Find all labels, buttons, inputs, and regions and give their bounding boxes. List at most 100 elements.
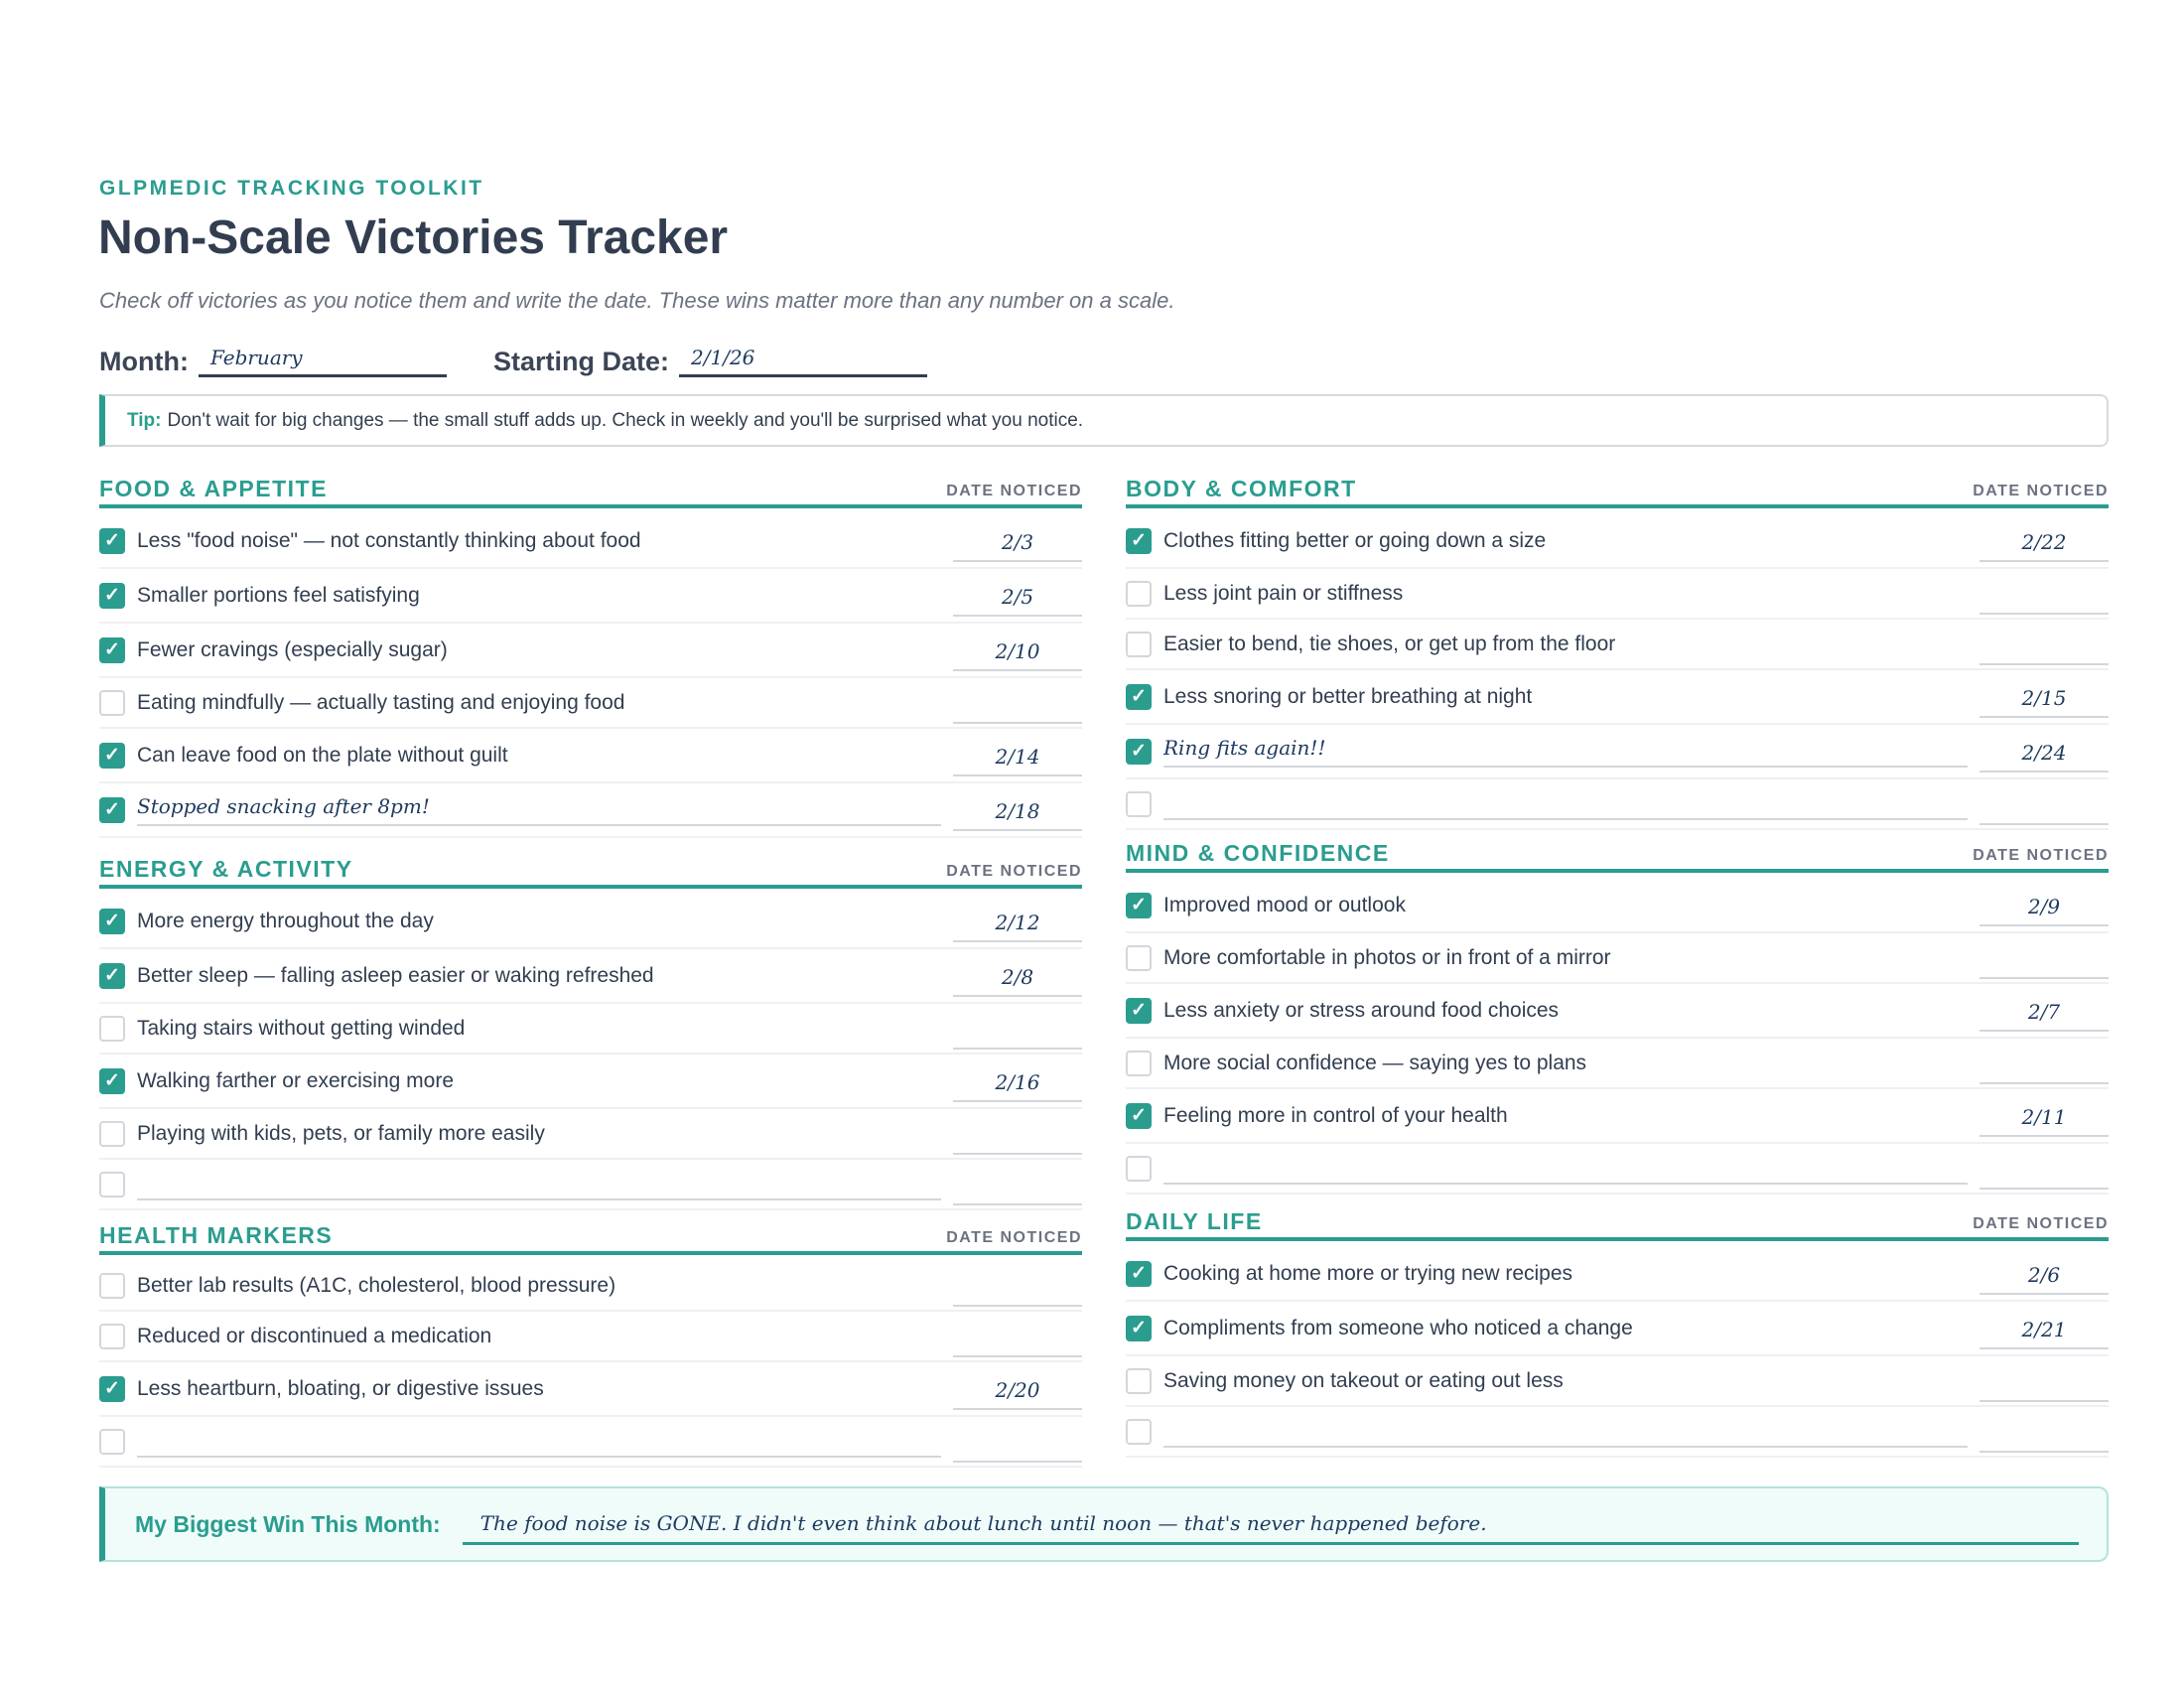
- date-noticed-input[interactable]: 2/3: [953, 530, 1082, 562]
- date-noticed-input[interactable]: [1979, 583, 2109, 615]
- checkbox-unchecked[interactable]: [1126, 1155, 1152, 1182]
- month-input[interactable]: February: [198, 338, 447, 377]
- date-noticed-input[interactable]: [1979, 1370, 2109, 1402]
- list-item: ✓ Less heartburn, bloating, or digestive…: [99, 1362, 1082, 1417]
- checkmark-icon: ✓: [104, 1070, 120, 1091]
- date-noticed-header: DATE NOTICED: [946, 1229, 1082, 1246]
- custom-victory-input[interactable]: Ring fits again!!: [1163, 736, 1968, 768]
- checkbox-checked[interactable]: ✓: [99, 742, 125, 769]
- checkbox-checked[interactable]: ✓: [99, 527, 125, 554]
- date-noticed-input[interactable]: 2/11: [1979, 1105, 2109, 1137]
- checkbox-unchecked[interactable]: [1126, 1367, 1152, 1394]
- checkbox-unchecked[interactable]: [99, 689, 125, 716]
- checkbox-unchecked[interactable]: [99, 1428, 125, 1455]
- tip-label: Tip:: [127, 409, 162, 431]
- custom-victory-input[interactable]: [137, 1169, 941, 1200]
- list-item: ✓ Less anxiety or stress around food cho…: [1126, 984, 2109, 1039]
- section-header: ENERGY & ACTIVITY DATE NOTICED: [99, 847, 1082, 889]
- date-noticed-input[interactable]: [953, 1275, 1082, 1307]
- victory-label: Can leave food on the plate without guil…: [137, 743, 508, 767]
- victory-label: Less joint pain or stiffness: [1163, 581, 1404, 605]
- checkbox-checked[interactable]: ✓: [99, 1067, 125, 1094]
- date-noticed-input[interactable]: 2/18: [953, 799, 1082, 831]
- section-title: HEALTH MARKERS: [99, 1222, 334, 1248]
- checkbox-checked[interactable]: ✓: [1126, 527, 1152, 554]
- biggest-win-input[interactable]: The food noise is GONE. I didn't even th…: [462, 1504, 2079, 1545]
- date-noticed-input[interactable]: 2/24: [1979, 741, 2109, 773]
- date-noticed-input[interactable]: 2/16: [953, 1070, 1082, 1102]
- checkbox-checked[interactable]: ✓: [1126, 1260, 1152, 1287]
- checkbox-checked[interactable]: ✓: [1126, 1102, 1152, 1129]
- list-item: [1126, 779, 2109, 830]
- custom-victory-input[interactable]: [1163, 1153, 1968, 1185]
- section-body-comfort: BODY & COMFORT DATE NOTICED ✓ Clothes fi…: [1126, 467, 2109, 830]
- custom-victory-input[interactable]: Stopped snacking after 8pm!: [137, 794, 941, 826]
- checkbox-checked[interactable]: ✓: [99, 1375, 125, 1402]
- date-noticed-input[interactable]: 2/22: [1979, 530, 2109, 562]
- checkbox-unchecked[interactable]: [1126, 790, 1152, 817]
- date-noticed-input[interactable]: [953, 1431, 1082, 1463]
- date-noticed-input[interactable]: 2/5: [953, 585, 1082, 617]
- list-item: ✓ Fewer cravings (especially sugar) 2/10: [99, 624, 1082, 678]
- victory-label: Less "food noise" — not constantly think…: [137, 528, 641, 552]
- date-noticed-input[interactable]: [953, 1018, 1082, 1050]
- start-date-input[interactable]: 2/1/26: [679, 338, 928, 377]
- checkbox-unchecked[interactable]: [99, 1015, 125, 1042]
- checkbox-checked[interactable]: ✓: [99, 582, 125, 609]
- checkbox-unchecked[interactable]: [99, 1171, 125, 1197]
- date-noticed-header: DATE NOTICED: [1973, 483, 2109, 499]
- checkbox-unchecked[interactable]: [99, 1272, 125, 1299]
- checkbox-checked[interactable]: ✓: [1126, 1315, 1152, 1341]
- victory-label: Fewer cravings (especially sugar): [137, 637, 448, 661]
- checkbox-unchecked[interactable]: [99, 1120, 125, 1147]
- date-noticed-input[interactable]: [1979, 947, 2109, 979]
- date-noticed-input[interactable]: [1979, 1053, 2109, 1084]
- checkbox-unchecked[interactable]: [1126, 1418, 1152, 1445]
- victory-label: Less heartburn, bloating, or digestive i…: [137, 1376, 544, 1400]
- date-noticed-input[interactable]: 2/12: [953, 911, 1082, 942]
- custom-victory-input[interactable]: [1163, 1416, 1968, 1448]
- date-noticed-input[interactable]: 2/7: [1979, 1000, 2109, 1032]
- date-noticed-input[interactable]: [953, 1326, 1082, 1357]
- date-noticed-input[interactable]: 2/14: [953, 745, 1082, 776]
- date-noticed-input[interactable]: [1979, 1158, 2109, 1190]
- list-item: Eating mindfully — actually tasting and …: [99, 678, 1082, 729]
- date-noticed-input[interactable]: [1979, 633, 2109, 665]
- list-item: Easier to bend, tie shoes, or get up fro…: [1126, 620, 2109, 670]
- date-noticed-input[interactable]: [1979, 1421, 2109, 1453]
- checkbox-checked[interactable]: ✓: [99, 908, 125, 934]
- checkbox-unchecked[interactable]: [1126, 944, 1152, 971]
- checkbox-checked[interactable]: ✓: [1126, 738, 1152, 765]
- start-date-label: Starting Date:: [493, 347, 670, 376]
- checkbox-checked[interactable]: ✓: [99, 796, 125, 823]
- list-item: More comfortable in photos or in front o…: [1126, 933, 2109, 984]
- section-title: FOOD & APPETITE: [99, 476, 328, 501]
- checkbox-checked[interactable]: ✓: [99, 636, 125, 663]
- date-noticed-input[interactable]: [1979, 793, 2109, 825]
- checkbox-unchecked[interactable]: [1126, 1050, 1152, 1076]
- checkmark-icon: ✓: [104, 585, 120, 606]
- date-noticed-input[interactable]: [953, 1123, 1082, 1155]
- checkmark-icon: ✓: [1131, 530, 1147, 551]
- date-noticed-input[interactable]: 2/10: [953, 639, 1082, 671]
- victory-label: More energy throughout the day: [137, 909, 434, 932]
- checkbox-unchecked[interactable]: [1126, 580, 1152, 607]
- date-noticed-input[interactable]: 2/21: [1979, 1318, 2109, 1349]
- checkbox-checked[interactable]: ✓: [1126, 997, 1152, 1024]
- checkbox-unchecked[interactable]: [1126, 631, 1152, 657]
- date-noticed-input[interactable]: [953, 1174, 1082, 1205]
- date-noticed-input[interactable]: 2/15: [1979, 686, 2109, 718]
- victory-label: Saving money on takeout or eating out le…: [1163, 1368, 1564, 1392]
- date-noticed-input[interactable]: 2/9: [1979, 895, 2109, 926]
- checkbox-checked[interactable]: ✓: [1126, 683, 1152, 710]
- custom-victory-input[interactable]: [137, 1426, 941, 1458]
- checkmark-icon: ✓: [1131, 1105, 1147, 1126]
- checkbox-checked[interactable]: ✓: [1126, 892, 1152, 918]
- checkbox-checked[interactable]: ✓: [99, 962, 125, 989]
- date-noticed-input[interactable]: 2/20: [953, 1378, 1082, 1410]
- checkbox-unchecked[interactable]: [99, 1323, 125, 1349]
- date-noticed-input[interactable]: 2/6: [1979, 1263, 2109, 1295]
- date-noticed-input[interactable]: [953, 692, 1082, 724]
- custom-victory-input[interactable]: [1163, 788, 1968, 820]
- date-noticed-input[interactable]: 2/8: [953, 965, 1082, 997]
